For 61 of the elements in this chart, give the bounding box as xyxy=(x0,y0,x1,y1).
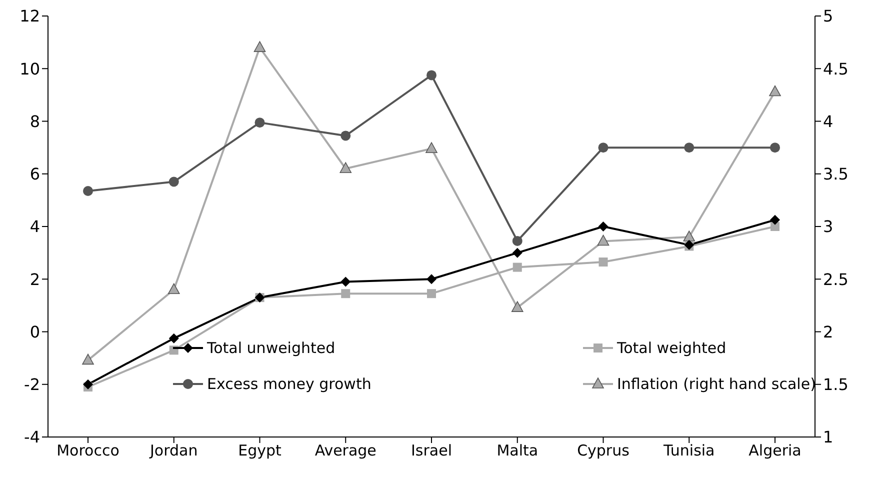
point xyxy=(426,274,436,284)
point xyxy=(168,333,179,344)
y-tick-label: 10 xyxy=(20,59,40,78)
y2-tick-label: 1 xyxy=(823,428,834,447)
y-tick-label: 2 xyxy=(30,270,40,289)
y-tick-label: -2 xyxy=(24,375,40,394)
y-tick-label: 8 xyxy=(30,112,40,131)
y-tick-label: 0 xyxy=(30,322,40,342)
point xyxy=(83,186,93,196)
y-tick-label: -4 xyxy=(24,428,40,447)
point xyxy=(254,118,265,128)
point xyxy=(598,258,608,267)
point xyxy=(340,276,351,287)
y2-tick-label: 1.5 xyxy=(823,375,848,394)
y2-tick-label: 5 xyxy=(823,6,834,26)
y2-tick-label: 4.5 xyxy=(823,59,848,78)
x-tick-label: Algeria xyxy=(748,442,802,460)
point xyxy=(770,222,780,231)
point xyxy=(512,248,522,258)
point xyxy=(82,354,94,365)
point xyxy=(598,222,608,232)
point xyxy=(511,301,524,312)
point xyxy=(684,142,694,153)
point xyxy=(683,230,696,242)
y2-tick-label: 3 xyxy=(823,217,834,236)
x-tick-label: Egypt xyxy=(238,442,282,460)
point xyxy=(340,130,351,141)
legend-label: Inflation (right hand scale) xyxy=(617,375,816,393)
point xyxy=(83,379,93,390)
point xyxy=(426,142,438,154)
point xyxy=(168,176,179,187)
y2-tick-label: 2 xyxy=(823,322,834,342)
x-tick-label: Tunisia xyxy=(662,442,715,460)
point xyxy=(426,70,436,80)
y-tick-label: 12 xyxy=(20,6,40,26)
point xyxy=(512,236,522,246)
point xyxy=(427,289,436,298)
legend-label: Total unweighted xyxy=(207,339,336,357)
x-tick-label: Average xyxy=(314,442,376,460)
x-tick-label: Cyprus xyxy=(577,442,630,460)
point xyxy=(597,234,610,246)
x-tick-label: Israel xyxy=(411,442,452,460)
point xyxy=(340,162,352,174)
point xyxy=(769,85,781,96)
x-tick-label: Morocco xyxy=(56,442,120,460)
point xyxy=(770,142,780,153)
y2-tick-label: 2.5 xyxy=(823,270,848,289)
point xyxy=(598,142,608,153)
legend-label: Excess money growth xyxy=(207,375,372,393)
x-tick-label: Malta xyxy=(496,442,538,460)
point xyxy=(254,41,266,52)
y-tick-label: 6 xyxy=(30,164,40,184)
point xyxy=(770,214,780,225)
y-tick-label: 4 xyxy=(30,217,40,236)
point xyxy=(168,283,180,294)
y2-tick-label: 3.5 xyxy=(823,164,848,184)
point xyxy=(341,289,350,298)
y2-tick-label: 4 xyxy=(823,112,834,131)
x-tick-label: Jordan xyxy=(149,442,198,460)
legend-label: Total weighted xyxy=(617,339,726,357)
point xyxy=(512,262,522,272)
